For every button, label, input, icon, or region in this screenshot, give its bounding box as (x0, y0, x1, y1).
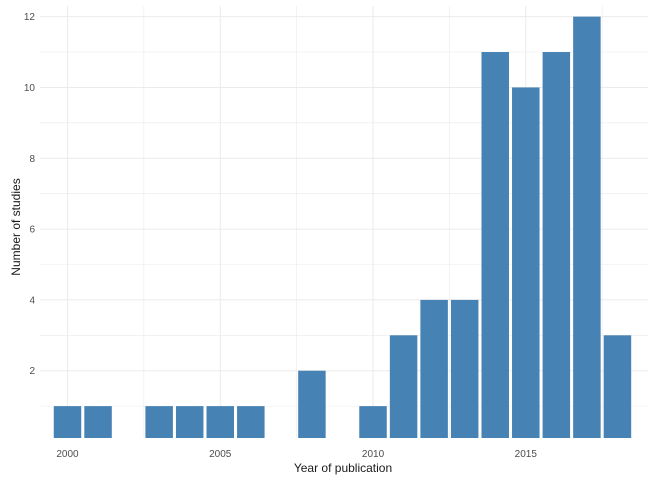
bar-2005 (206, 406, 235, 438)
bar-2018 (603, 335, 632, 438)
y-tick-label-6: 6 (29, 225, 35, 236)
y-tick-label-8: 8 (29, 154, 35, 165)
y-tick-labels: 2 4 6 8 10 12 (24, 12, 36, 377)
x-tick-label-2015: 2015 (515, 449, 538, 460)
bar-2006 (237, 406, 265, 438)
bar-2017 (573, 16, 601, 438)
y-tick-label-4: 4 (29, 295, 35, 306)
bar-2012 (420, 299, 448, 438)
bar-2001 (84, 406, 112, 438)
bar-2004 (175, 406, 204, 438)
x-tick-label-2010: 2010 (362, 449, 385, 460)
y-tick-label-10: 10 (24, 83, 36, 94)
bar-2003 (145, 406, 173, 438)
bar-2010 (359, 406, 387, 438)
bar-2013 (450, 299, 479, 438)
y-tick-label-12: 12 (24, 12, 36, 23)
bar-2000 (53, 406, 82, 438)
bar-2016 (542, 52, 571, 439)
x-tick-label-2005: 2005 (209, 449, 232, 460)
bar-2011 (389, 335, 418, 438)
bars (53, 16, 632, 439)
grid-lines (40, 6, 648, 438)
x-tick-label-2000: 2000 (56, 449, 79, 460)
y-tick-label-2: 2 (29, 366, 35, 377)
y-axis-title: Number of studies (9, 178, 23, 275)
x-tick-labels: 2000 2005 2010 2015 (56, 449, 537, 460)
bar-2014 (481, 52, 509, 439)
bar-2008 (298, 370, 326, 438)
bar-2015 (512, 87, 540, 438)
x-axis-title: Year of publication (294, 461, 392, 475)
